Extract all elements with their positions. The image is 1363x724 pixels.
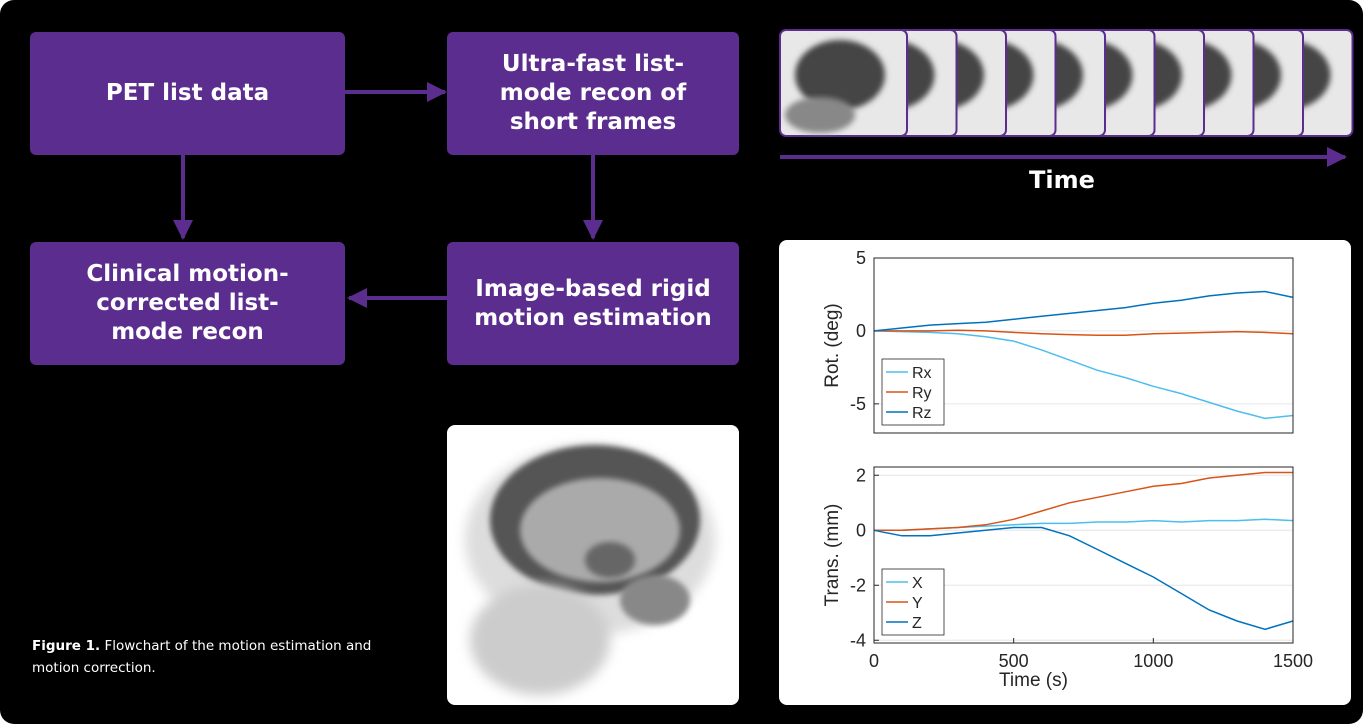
node: Image-based rigid motion estimation: [447, 242, 739, 365]
x-axis-label: Time (s): [999, 670, 1068, 691]
y-axis-label: Trans. (mm): [822, 504, 843, 607]
caption: Figure 1. Flowchart of the motion estima…: [32, 636, 392, 679]
legend-label: Y: [912, 595, 923, 612]
node: Clinical motion-corrected list-mode reco…: [30, 242, 345, 365]
y-tick-label: -5: [850, 394, 866, 414]
y-tick-label: 0: [856, 520, 866, 540]
frame-face: [785, 97, 855, 133]
y-tick-label: -2: [850, 575, 866, 595]
legend-label: X: [912, 575, 923, 592]
y-tick-label: 2: [856, 465, 866, 485]
time-label: Time: [1029, 166, 1095, 194]
frame-strip: [780, 30, 1353, 136]
brain-image: [447, 425, 739, 705]
face: [470, 585, 610, 695]
x-tick-label: 0: [869, 651, 879, 671]
legend-label: Z: [912, 615, 922, 632]
legend-label: Rz: [912, 405, 932, 422]
thalamus: [585, 542, 635, 578]
x-tick-label: 500: [999, 651, 1029, 671]
y-tick-label: 0: [856, 321, 866, 341]
x-tick-label: 1500: [1273, 651, 1313, 671]
cerebellum: [620, 575, 690, 625]
node: PET list data: [30, 32, 345, 155]
y-tick-label: -4: [850, 630, 866, 650]
x-tick-label: 1000: [1133, 651, 1173, 671]
y-tick-label: 5: [856, 248, 866, 268]
legend-label: Rx: [912, 365, 932, 382]
caption-label: Figure 1.: [32, 638, 100, 654]
node: Ultra-fast list-mode recon of short fram…: [447, 32, 739, 155]
y-axis-label: Rot. (deg): [822, 303, 843, 387]
legend-label: Ry: [912, 385, 932, 402]
figure: Time -5 0 5 Rot. (deg) Rx Ry Rz -4 -2 0 2 0 500 1000 1…: [0, 0, 1363, 724]
